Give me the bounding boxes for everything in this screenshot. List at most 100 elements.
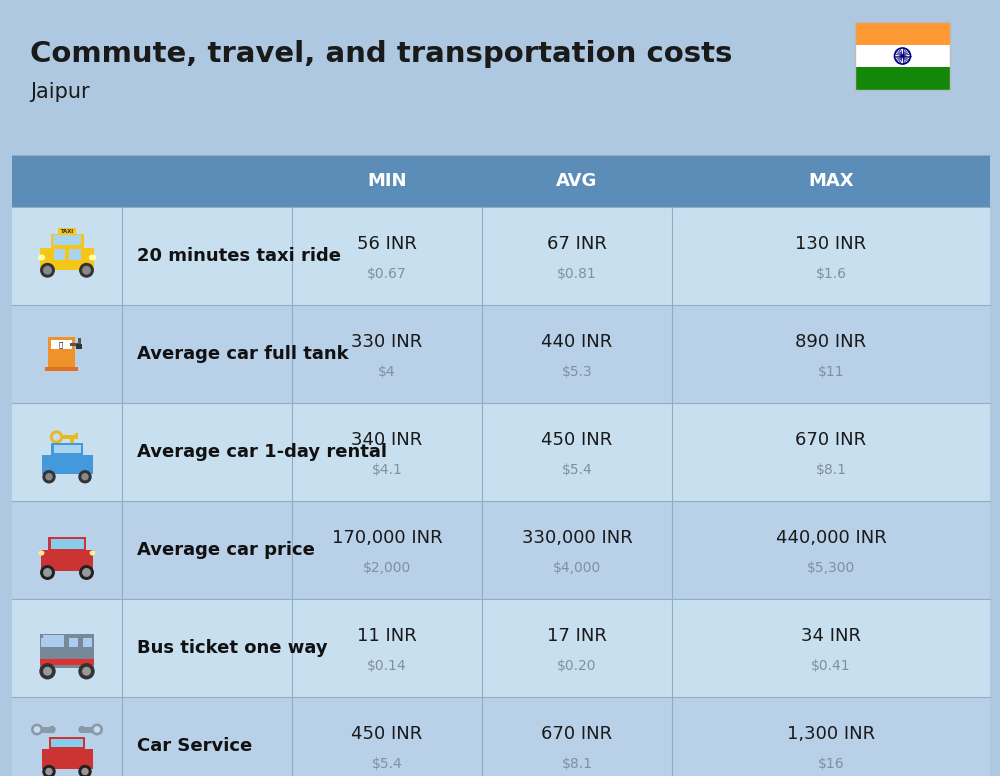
- Ellipse shape: [38, 255, 44, 260]
- Bar: [76, 345, 82, 348]
- Text: $5.4: $5.4: [562, 462, 592, 476]
- Bar: [12, 403, 990, 501]
- Text: MAX: MAX: [808, 172, 854, 190]
- Text: $4,000: $4,000: [553, 560, 601, 575]
- Text: Average car full tank: Average car full tank: [137, 345, 349, 363]
- Bar: [855, 45, 950, 68]
- Circle shape: [54, 434, 60, 440]
- Bar: [40, 248, 94, 270]
- Bar: [42, 749, 92, 768]
- Text: $5.4: $5.4: [372, 757, 402, 771]
- Bar: [54, 445, 80, 452]
- Text: $4.1: $4.1: [372, 462, 402, 476]
- Bar: [12, 155, 990, 207]
- Bar: [51, 739, 83, 747]
- Bar: [58, 228, 76, 235]
- Bar: [50, 234, 84, 248]
- Text: $2,000: $2,000: [363, 560, 411, 575]
- Circle shape: [79, 663, 94, 679]
- Bar: [43, 636, 64, 647]
- Bar: [855, 68, 950, 90]
- Bar: [12, 697, 990, 776]
- Text: 450 INR: 450 INR: [351, 726, 423, 743]
- Circle shape: [44, 266, 51, 274]
- Bar: [855, 22, 950, 45]
- Text: 670 INR: 670 INR: [795, 431, 867, 449]
- Circle shape: [50, 431, 62, 443]
- Bar: [12, 305, 990, 403]
- Circle shape: [46, 768, 52, 774]
- Text: Commute, travel, and transportation costs: Commute, travel, and transportation cost…: [30, 40, 732, 68]
- Bar: [53, 235, 81, 244]
- Text: TAXI: TAXI: [60, 229, 74, 234]
- Bar: [70, 439, 74, 443]
- Text: Car Service: Car Service: [137, 737, 252, 755]
- Circle shape: [49, 726, 55, 733]
- Bar: [44, 367, 78, 371]
- Text: $1.6: $1.6: [816, 267, 846, 281]
- Bar: [78, 338, 80, 348]
- Circle shape: [41, 264, 54, 277]
- Ellipse shape: [90, 551, 95, 555]
- Circle shape: [79, 726, 85, 733]
- Circle shape: [80, 264, 93, 277]
- Text: $0.81: $0.81: [557, 267, 597, 281]
- Text: Bus ticket one way: Bus ticket one way: [137, 639, 328, 657]
- Text: 67 INR: 67 INR: [547, 235, 607, 253]
- Text: 130 INR: 130 INR: [795, 235, 867, 253]
- Bar: [62, 435, 78, 439]
- Text: 890 INR: 890 INR: [795, 333, 867, 352]
- Bar: [12, 207, 990, 305]
- Text: 440 INR: 440 INR: [541, 333, 613, 352]
- Text: 17 INR: 17 INR: [547, 627, 607, 645]
- Bar: [55, 638, 64, 647]
- Circle shape: [80, 566, 93, 579]
- Bar: [69, 249, 80, 260]
- Circle shape: [83, 266, 90, 274]
- Circle shape: [46, 474, 52, 480]
- Polygon shape: [37, 726, 52, 733]
- Polygon shape: [82, 726, 97, 733]
- Text: 56 INR: 56 INR: [357, 235, 417, 253]
- Bar: [41, 550, 93, 571]
- Text: 20 minutes taxi ride: 20 minutes taxi ride: [137, 247, 341, 265]
- Bar: [70, 343, 78, 346]
- Text: $8.1: $8.1: [562, 757, 592, 771]
- Circle shape: [32, 724, 42, 735]
- Text: 340 INR: 340 INR: [351, 431, 423, 449]
- Text: 440,000 INR: 440,000 INR: [776, 529, 886, 547]
- Text: $8.1: $8.1: [816, 462, 846, 476]
- Text: $0.20: $0.20: [557, 659, 597, 673]
- Text: $16: $16: [818, 757, 844, 771]
- Text: $5,300: $5,300: [807, 560, 855, 575]
- Bar: [12, 501, 990, 599]
- Bar: [54, 249, 65, 260]
- Circle shape: [79, 765, 91, 776]
- Text: Average car 1-day rental: Average car 1-day rental: [137, 443, 387, 461]
- Text: AVG: AVG: [556, 172, 598, 190]
- Text: 11 INR: 11 INR: [357, 627, 417, 645]
- Circle shape: [82, 768, 88, 774]
- Text: $0.14: $0.14: [367, 659, 407, 673]
- Bar: [50, 539, 84, 549]
- Text: $4: $4: [378, 365, 396, 379]
- Text: 330,000 INR: 330,000 INR: [522, 529, 632, 547]
- Text: 450 INR: 450 INR: [541, 431, 613, 449]
- Bar: [855, 22, 950, 90]
- Circle shape: [44, 667, 51, 675]
- Bar: [49, 737, 85, 749]
- Bar: [40, 660, 94, 665]
- Bar: [40, 634, 94, 668]
- Bar: [41, 638, 50, 647]
- Circle shape: [94, 727, 100, 732]
- Circle shape: [83, 569, 90, 577]
- Text: 1,300 INR: 1,300 INR: [787, 726, 875, 743]
- Bar: [42, 455, 92, 474]
- Bar: [48, 337, 74, 371]
- Circle shape: [43, 765, 55, 776]
- Text: MIN: MIN: [367, 172, 407, 190]
- Bar: [69, 638, 78, 647]
- Circle shape: [79, 471, 91, 483]
- Text: 330 INR: 330 INR: [351, 333, 423, 352]
- Text: $5.3: $5.3: [562, 365, 592, 379]
